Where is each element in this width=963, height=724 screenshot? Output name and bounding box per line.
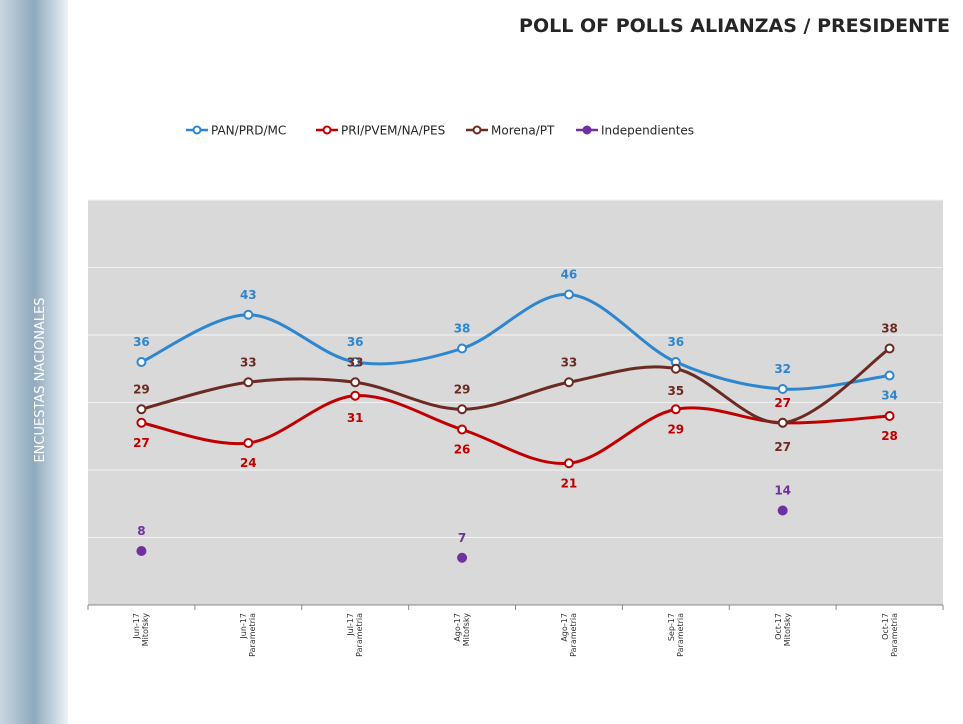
point — [457, 343, 468, 354]
data-label: 14 — [774, 484, 791, 498]
data-label: 43 — [240, 288, 257, 302]
x-tick-label: Ago-17 Mitofsky — [453, 613, 472, 647]
data-label: 36 — [667, 335, 684, 349]
point — [136, 357, 147, 367]
point — [350, 357, 361, 367]
data-label: 33 — [240, 355, 257, 369]
point — [670, 404, 681, 415]
point — [670, 363, 681, 374]
x-tick-label: Jun-17 Mitofsky — [132, 613, 151, 647]
x-tick-label: Oct-17 Mitofsky — [773, 613, 792, 647]
point — [136, 404, 147, 415]
point — [777, 505, 788, 516]
point — [777, 384, 788, 394]
data-label: 28 — [881, 429, 898, 443]
y-axis-label: ENCUESTAS NACIONALES — [33, 297, 48, 462]
x-tick-label: Jul-17 Parametria — [346, 613, 365, 657]
point — [563, 458, 574, 469]
side-strip — [0, 0, 68, 724]
point — [884, 370, 895, 381]
data-label: 27 — [133, 436, 150, 450]
data-label: 33 — [347, 355, 364, 369]
data-label: 26 — [454, 443, 471, 457]
data-label: 29 — [133, 382, 150, 396]
data-label: 36 — [133, 335, 150, 349]
x-tick-label: Jun-17 Parametria — [239, 613, 258, 657]
data-label: 32 — [774, 362, 791, 376]
series-line — [140, 292, 890, 391]
point — [884, 343, 895, 354]
data-label: 8 — [137, 524, 145, 538]
data-label: 29 — [454, 382, 471, 396]
point — [350, 377, 361, 388]
data-label: 27 — [774, 396, 791, 410]
data-label: 21 — [561, 476, 578, 490]
legend-marker — [582, 125, 592, 135]
point — [457, 552, 468, 563]
legend-marker — [322, 125, 332, 135]
legend-label: Independientes — [601, 124, 694, 138]
data-label: 31 — [347, 411, 364, 425]
point — [136, 546, 147, 556]
data-label: 7 — [458, 531, 466, 545]
point — [563, 377, 574, 388]
data-label: 27 — [774, 440, 791, 454]
legend-label: PAN/PRD/MC — [211, 124, 286, 138]
point — [884, 411, 895, 421]
point — [136, 417, 147, 428]
point — [243, 377, 254, 388]
data-label: 38 — [881, 322, 898, 336]
point — [457, 424, 468, 435]
point — [777, 417, 788, 428]
data-label: 38 — [454, 322, 471, 336]
data-label: 34 — [881, 389, 898, 403]
point — [563, 289, 574, 300]
legend-marker — [472, 125, 482, 135]
point — [457, 404, 468, 415]
data-label: 35 — [667, 384, 684, 398]
data-label: 36 — [347, 335, 364, 349]
point — [243, 438, 254, 448]
legend-marker — [192, 125, 202, 135]
data-label: 24 — [240, 456, 257, 470]
legend-label: Morena/PT — [491, 124, 555, 138]
x-tick-label: Ago-17 Parametria — [559, 613, 578, 657]
legend-label: PRI/PVEM/NA/PES — [341, 124, 445, 138]
x-tick-label: Sep-17 Parametria — [666, 613, 685, 657]
chart-title: POLL OF POLLS ALIANZAS / PRESIDENTE — [519, 15, 950, 37]
data-label: 33 — [561, 355, 578, 369]
point — [350, 390, 361, 401]
x-tick-label: Oct-17 Parametria — [880, 613, 899, 657]
point — [243, 309, 254, 320]
data-label: 46 — [561, 268, 578, 282]
data-label: 29 — [667, 422, 684, 436]
